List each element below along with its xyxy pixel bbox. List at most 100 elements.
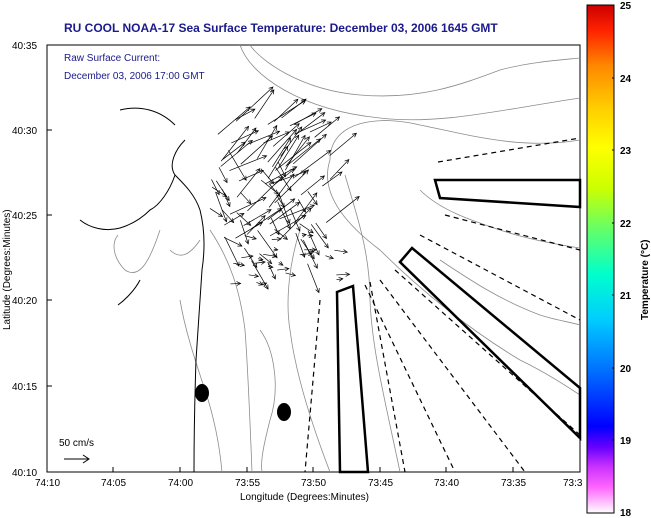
current-vector [269,202,300,225]
current-vector-head [338,277,344,282]
current-vector [236,212,251,226]
current-vector [237,127,257,154]
current-vector [285,272,296,276]
current-vector-head [305,136,310,142]
current-vector [269,171,306,185]
current-vector-head [351,132,357,138]
current-vector-head [271,274,276,280]
current-vector-head [342,249,349,254]
current-vector [329,159,350,180]
x-tick-label: 74:00 [168,478,193,489]
current-vector [230,283,241,285]
current-vector [307,230,320,256]
current-vector-head [260,214,266,220]
current-vector [277,201,291,229]
zone-outlines [335,178,582,474]
current-vector [336,278,343,281]
current-vector [290,208,301,232]
current-vector-head [275,130,281,135]
current-vector-head [306,207,312,213]
current-vector-head [248,254,254,259]
current-vector [246,130,280,145]
y-tick-label: 40:35 [12,41,37,52]
current-vector [263,131,290,144]
current-vector-head [292,166,298,171]
current-vector [285,136,310,167]
current-vector [267,129,297,163]
current-vector [275,142,312,171]
current-vector-head [239,213,245,218]
current-vector [254,89,275,119]
current-vector-head [311,112,317,117]
current-vector-head [264,284,269,290]
current-vector [260,179,279,195]
current-vector-head [273,189,279,195]
current-vector [310,224,329,249]
current-vector-head [324,243,329,249]
current-vectors [209,86,360,294]
current-vector [222,141,246,160]
current-vector [284,135,306,171]
current-vector [325,255,334,259]
current-vector-head [322,234,327,240]
current-vector [209,208,223,217]
current-vector-head [316,138,322,144]
current-vector-head [293,98,299,104]
current-vector [256,125,278,159]
current-vector-head [286,224,291,230]
current-vector [222,189,231,207]
current-vector-head [319,175,326,181]
scale-label: 50 cm/s [59,438,94,449]
current-vector-head [326,121,332,126]
current-vector-head [258,256,264,262]
current-vector-head [266,209,272,214]
current-vector [278,135,300,168]
current-vector [235,108,256,120]
current-vector-head [301,207,306,213]
current-vector [224,236,240,267]
current-vector [267,266,273,268]
current-vector-head [315,250,320,256]
current-vector [247,176,283,212]
colorbar-tick: 21 [620,291,632,302]
current-vector [267,263,276,280]
current-vector-head [315,288,320,294]
current-vector-head [252,262,258,269]
current-vector [275,167,292,191]
y-tick-label: 40:20 [12,296,37,307]
current-vector-head [320,112,326,117]
bathymetry-contours [113,44,581,473]
station-marker [277,403,291,421]
y-tick-label: 40:25 [12,211,37,222]
current-vector [297,199,306,213]
current-vector [277,161,286,177]
current-vector-head [308,233,314,239]
current-vector [293,134,327,165]
current-vector-head [290,272,297,277]
current-vector-head [282,235,289,240]
current-vector-head [244,125,250,131]
x-tick-label: 73:55 [235,478,260,489]
current-vector-head [309,204,316,209]
current-vector-head [284,131,291,136]
current-vector-head [277,208,283,213]
colorbar-tick: 22 [620,219,632,230]
current-vector-head [273,246,279,252]
station-marker [195,384,209,402]
current-vector-head [229,218,235,224]
current-vector [240,220,249,244]
current-vector-head [276,236,282,242]
map-title: RU COOL NOAA-17 Sea Surface Temperature:… [64,21,498,35]
current-vector [257,258,263,261]
y-tick-label: 40:15 [12,382,37,393]
current-vector-head [236,281,242,286]
current-vector-head [223,178,228,184]
current-vector [260,168,274,184]
current-vector [295,233,305,258]
current-vector-head [354,196,360,201]
current-vector-head [217,212,224,217]
current-vector [268,173,295,208]
current-vector-head [292,128,298,134]
current-vector-head [312,192,318,198]
